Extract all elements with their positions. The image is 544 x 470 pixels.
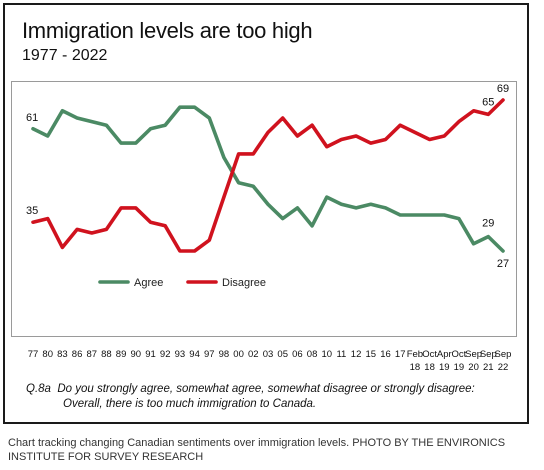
x-axis: 77 80 83 86 87 88 89 90 91 92 93 94 97 98 00 02 03 05 06 08…	[28, 349, 512, 373]
series-layer	[31, 98, 505, 253]
question-text-line1: Do you strongly agree, somewhat agree, s…	[57, 383, 475, 395]
x-tick-label: 90	[131, 349, 142, 360]
x-tick-label: 08	[307, 349, 318, 360]
x-tick-label: 98	[219, 349, 230, 360]
x-tick-label: Sep	[465, 349, 482, 360]
x-tick-label: Sep	[480, 349, 497, 360]
label-disagree-prev: 65	[482, 96, 494, 108]
chart-subtitle: 1977 - 2022	[22, 47, 108, 64]
x-tick-label: 97	[204, 349, 215, 360]
label-disagree-end: 69	[497, 83, 509, 95]
x-tick-label: 02	[248, 349, 259, 360]
x-tick-label: 93	[175, 349, 186, 360]
x-tick-label: Oct	[452, 349, 467, 360]
label-agree-start: 61	[26, 112, 38, 124]
x-tick-label: 10	[322, 349, 333, 360]
x-tick-label: Sep	[495, 349, 512, 360]
x-tick-label: 77	[28, 349, 39, 360]
x-tick-label: 86	[72, 349, 83, 360]
x-tick-label: 00	[233, 349, 244, 360]
x-tick-label: 89	[116, 349, 127, 360]
x-tick-sublabel: 21	[483, 362, 494, 373]
x-tick-label: 92	[160, 349, 171, 360]
label-agree-end: 27	[497, 258, 509, 270]
x-tick-sublabel: 18	[424, 362, 435, 373]
x-tick-label: 80	[42, 349, 53, 360]
x-tick-label: Apr	[437, 349, 452, 360]
x-tick-label: 91	[145, 349, 156, 360]
survey-question: Q.8a Do you strongly agree, somewhat agr…	[26, 382, 475, 412]
x-tick-sublabel: 19	[454, 362, 465, 373]
x-tick-label: 11	[336, 349, 346, 360]
x-tick-label: 06	[292, 349, 303, 360]
x-tick-label: 15	[366, 349, 377, 360]
x-tick-label: 03	[263, 349, 274, 360]
x-tick-label: 87	[87, 349, 98, 360]
x-tick-label: 83	[57, 349, 68, 360]
x-tick-label: 17	[395, 349, 406, 360]
x-tick-label: 05	[277, 349, 288, 360]
legend-disagree-label: Disagree	[222, 277, 266, 289]
x-tick-label: 16	[380, 349, 391, 360]
x-tick-label: 88	[101, 349, 112, 360]
plot-area	[11, 81, 517, 337]
legend: Agree Disagree	[98, 277, 266, 289]
x-tick-label: 94	[189, 349, 200, 360]
question-text-line2: Overall, there is too much immigration t…	[63, 398, 317, 410]
x-tick-label: Feb	[407, 349, 423, 360]
label-agree-prev: 29	[482, 218, 494, 230]
x-tick-sublabel: 20	[468, 362, 479, 373]
x-tick-sublabel: 19	[439, 362, 450, 373]
chart-title: Immigration levels are too high	[22, 18, 313, 43]
x-tick-label: 12	[351, 349, 362, 360]
photo-caption: Chart tracking changing Canadian sentime…	[8, 437, 506, 463]
labels-layer: 61 35 27 69 29 65	[26, 83, 509, 270]
x-tick-sublabel: 18	[410, 362, 421, 373]
x-tick-sublabel: 22	[498, 362, 509, 373]
legend-agree-label: Agree	[134, 277, 163, 289]
question-code: Q.8a	[26, 383, 51, 395]
label-disagree-start: 35	[26, 205, 38, 217]
x-tick-label: Oct	[422, 349, 437, 360]
